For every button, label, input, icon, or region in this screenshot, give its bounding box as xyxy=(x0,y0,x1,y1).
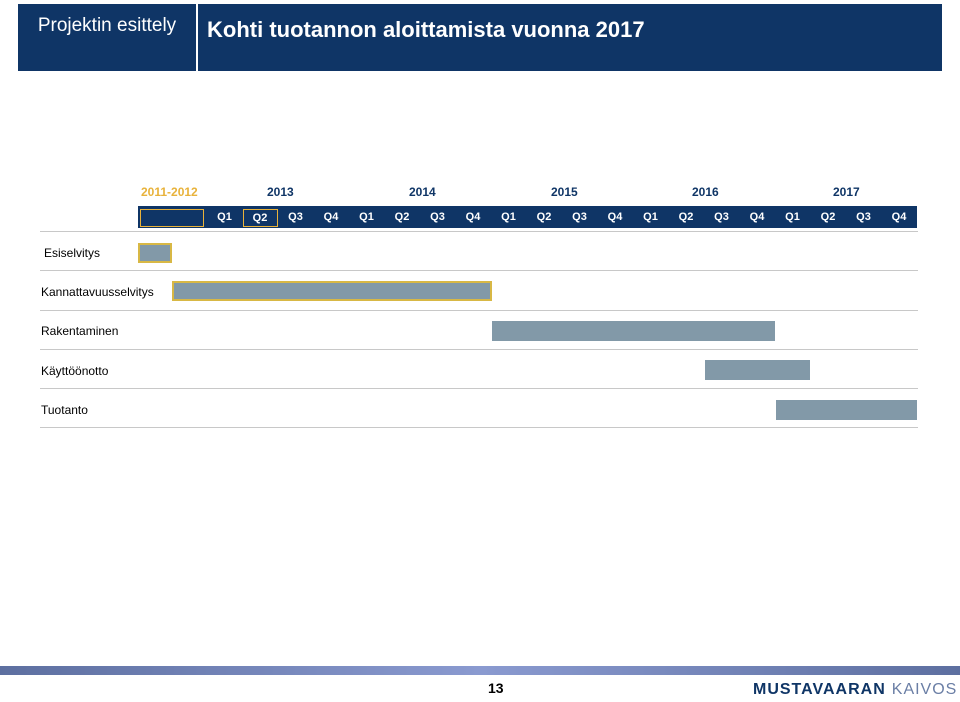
quarter-label: Q4 xyxy=(749,211,765,223)
quarter-label: Q3 xyxy=(714,211,729,223)
section-title: Projektin esittely xyxy=(18,4,196,71)
page-number: 13 xyxy=(488,680,504,696)
slide-header: Projektin esittely Kohti tuotannon aloit… xyxy=(18,4,942,71)
quarter-label: Q2 xyxy=(820,211,836,223)
phase-label-kayttoonotto: Käyttöönotto xyxy=(41,364,109,378)
quarter-label: Q1 xyxy=(643,211,658,223)
quarter-label: Q1 xyxy=(217,211,232,223)
phase-label-rakentaminen: Rakentaminen xyxy=(41,324,119,338)
quarter-label: Q2 xyxy=(536,211,552,223)
grid-line xyxy=(40,388,918,389)
phase-label-esiselvitys: Esiselvitys xyxy=(44,246,101,260)
footer-stripe xyxy=(0,666,960,675)
company-logo: MUSTAVAARAN KAIVOS xyxy=(753,681,957,699)
quarter-label: Q1 xyxy=(785,211,800,223)
year-label: 2017 xyxy=(833,185,860,199)
quarter-label: Q1 xyxy=(501,211,516,223)
year-label: 2015 xyxy=(551,185,578,199)
gantt-bar-tuotanto xyxy=(776,400,917,420)
logo-bold-text: MUSTAVAARAN xyxy=(753,681,886,698)
gantt-bar-kannattavuusselvitys xyxy=(172,281,492,301)
grid-line xyxy=(40,270,918,271)
quarter-label: Q1 xyxy=(359,211,374,223)
quarter-label: Q4 xyxy=(323,211,339,223)
grid-line xyxy=(40,349,918,350)
phase-label-tuotanto: Tuotanto xyxy=(41,403,88,417)
header-divider xyxy=(196,4,198,71)
slide-title: Kohti tuotannon aloittamista vuonna 2017 xyxy=(198,4,942,71)
quarter-label: Q4 xyxy=(891,211,907,223)
phase-label-kannattavuusselvitys: Kannattavuusselvitys xyxy=(41,285,154,299)
quarter-label: Q2 xyxy=(242,209,278,227)
quarter-label: Q2 xyxy=(394,211,410,223)
gantt-bar-rakentaminen xyxy=(492,321,775,341)
gantt-bar-esiselvitys xyxy=(138,243,172,263)
quarter-header-bar xyxy=(138,206,917,228)
year-label: 2011-2012 xyxy=(141,185,198,199)
quarter-label: Q3 xyxy=(856,211,871,223)
year-label: 2014 xyxy=(409,185,436,199)
logo-light-text: KAIVOS xyxy=(891,681,958,698)
quarter-cell-empty xyxy=(140,209,204,227)
grid-line xyxy=(40,310,918,311)
quarter-label: Q3 xyxy=(288,211,303,223)
gantt-bar-kayttoonotto xyxy=(705,360,810,380)
year-label: 2013 xyxy=(267,185,294,199)
quarter-label: Q4 xyxy=(465,211,481,223)
quarter-label: Q2 xyxy=(678,211,694,223)
year-label: 2016 xyxy=(692,185,719,199)
quarter-label: Q4 xyxy=(607,211,623,223)
quarter-label: Q3 xyxy=(572,211,587,223)
quarter-label: Q3 xyxy=(430,211,445,223)
grid-line xyxy=(40,427,918,428)
grid-line-top xyxy=(40,231,918,232)
